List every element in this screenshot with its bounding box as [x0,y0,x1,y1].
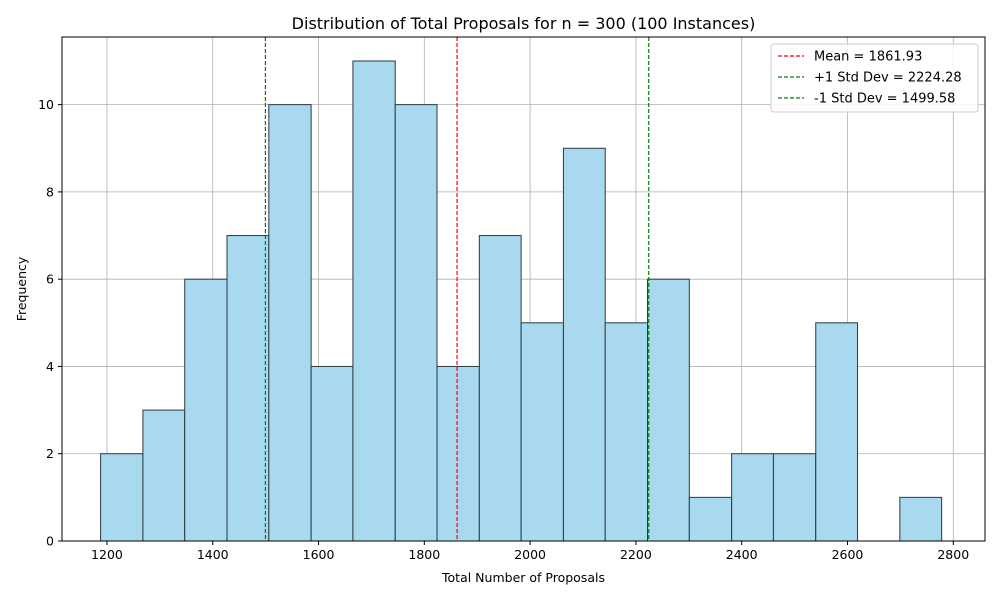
histogram-bar [436,365,480,542]
x-tick-label: 2200 [620,547,652,562]
y-tick-label: 10 [38,97,54,112]
histogram-bar [394,104,438,542]
x-tick-label: 1800 [408,547,440,562]
histogram-bar [815,322,859,542]
legend: Mean = 1861.93 +1 Std Dev = 2224.28 -1 Std… [770,43,979,113]
histogram-bar [142,409,186,542]
histogram-bar [688,496,733,542]
y-tick-label: 0 [46,534,54,549]
histogram-bars [100,60,943,542]
reference-lines [264,37,650,541]
legend-entry: Mean = 1861.93 [814,50,922,65]
x-axis-ticks: 1200 1400 1600 1800 2000 2200 2400 2600 2800 [91,541,969,562]
x-tick-label: 1600 [303,547,335,562]
x-tick-label: 2000 [514,547,546,562]
histogram-bar [647,278,690,542]
histogram-bar [731,453,774,542]
histogram-bar [604,322,649,542]
histogram-bar [772,453,817,542]
legend-box [770,43,979,113]
x-tick-label: 1200 [91,547,123,562]
x-tick-label: 2400 [726,547,758,562]
histogram-bar [352,60,396,542]
legend-entry: +1 Std Dev = 2224.28 [814,71,962,86]
y-axis-label: Frequency [14,256,29,321]
histogram-bar [226,235,270,542]
chart-title: Distribution of Total Proposals for n = … [292,14,756,33]
histogram-bar [899,496,943,542]
x-tick-label: 1400 [197,547,229,562]
y-tick-label: 6 [46,272,54,287]
histogram-bar [268,104,312,542]
y-tick-label: 2 [46,446,54,461]
x-tick-label: 2600 [832,547,864,562]
y-tick-label: 4 [46,359,54,374]
y-tick-label: 8 [46,184,54,199]
histogram-bar [562,147,606,542]
plot-frame [61,36,986,542]
legend-entry: -1 Std Dev = 1499.58 [814,92,955,107]
x-tick-label: 2800 [937,547,969,562]
histogram-bar [478,235,522,542]
histogram-bar [310,365,354,542]
histogram-bar [520,322,564,542]
y-axis-ticks: 0 2 4 6 8 10 [38,97,62,549]
histogram-bar [100,453,144,542]
histogram-bar [184,278,228,542]
x-axis-label: Total Number of Proposals [441,570,605,585]
